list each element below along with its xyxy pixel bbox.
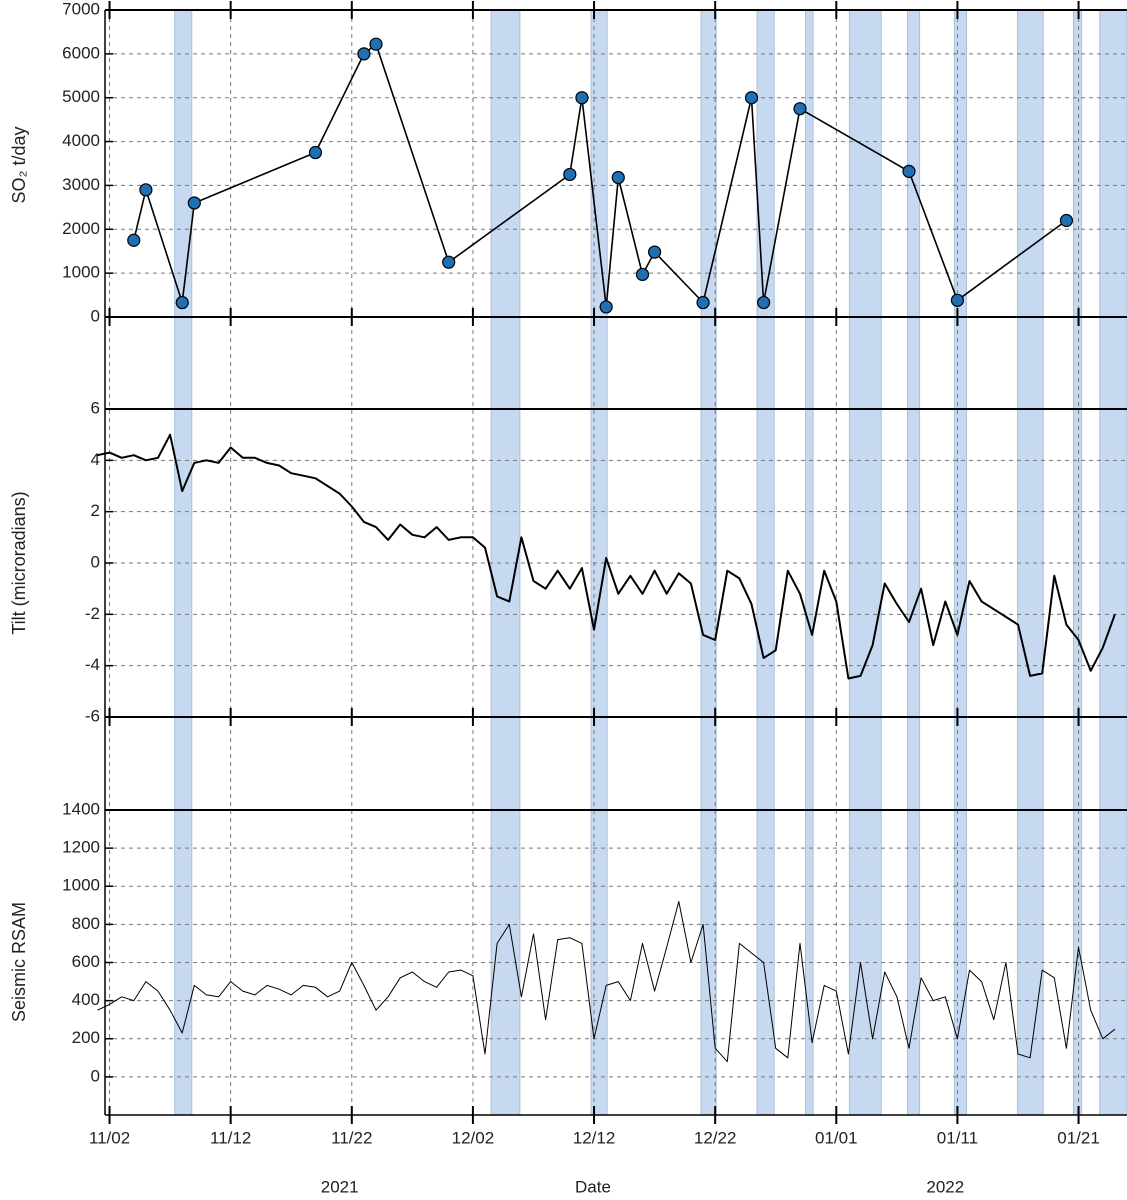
x-tick-label: 11/22 [331, 1128, 372, 1147]
y-tick-label: 200 [72, 1028, 100, 1047]
data-point [127, 233, 141, 247]
y-tick-label: 0 [91, 552, 100, 571]
x-tick-label: 12/12 [573, 1128, 616, 1147]
data-point [563, 167, 577, 182]
data-point [442, 255, 456, 269]
y-tick-label: 0 [91, 306, 100, 325]
data-point [611, 170, 625, 185]
data-line [97, 433, 1116, 680]
y-tick-label: 2 [91, 501, 100, 520]
x-tick-label: 01/21 [1057, 1128, 1100, 1147]
data-point [950, 293, 965, 307]
y-tick-label: 3000 [62, 175, 100, 194]
y-tick-label: 7000 [62, 0, 100, 18]
y-tick-label: 1000 [62, 263, 100, 282]
y-axis-label: Seismic RSAM [9, 902, 29, 1022]
y-axis-label: Tilt (microradians) [9, 491, 29, 634]
y-tick-label: 6 [91, 398, 100, 417]
data-point [1059, 213, 1074, 228]
data-point [648, 245, 662, 259]
x-tick-label: 01/01 [815, 1128, 858, 1147]
y-tick-label: 800 [72, 914, 100, 933]
y-tick-label: -2 [85, 604, 100, 623]
data-point [599, 300, 613, 314]
y-tick-label: 1000 [62, 876, 100, 895]
y-tick-label: 4 [91, 450, 100, 469]
data-point [139, 183, 153, 197]
y-tick-label: 1400 [62, 799, 100, 818]
x-axis-label: Date [575, 1177, 611, 1196]
y-axis-label: SO₂ t/day [9, 126, 29, 203]
data-point [187, 196, 201, 210]
data-point [696, 295, 710, 310]
data-point [902, 164, 916, 178]
data-line [97, 901, 1116, 1063]
year-label: 2021 [321, 1177, 359, 1196]
x-tick-label: 11/02 [89, 1128, 130, 1147]
year-label: 2022 [926, 1177, 964, 1196]
data-point [308, 145, 323, 160]
x-tick-label: 12/02 [452, 1128, 495, 1147]
data-point [635, 267, 650, 282]
x-tick-label: 12/22 [694, 1128, 737, 1147]
data-point [357, 47, 371, 61]
y-tick-label: 0 [91, 1066, 100, 1085]
y-tick-label: 5000 [62, 87, 100, 106]
data-point [575, 91, 589, 105]
data-point [744, 91, 759, 105]
y-tick-label: -6 [85, 706, 100, 725]
x-tick-label: 01/11 [937, 1128, 978, 1147]
highlight-band [1016, 9, 1044, 1116]
data-point [175, 295, 189, 310]
data-point [793, 102, 807, 116]
y-tick-label: 1200 [62, 838, 100, 857]
x-tick-label: 11/12 [210, 1128, 251, 1147]
y-tick-label: 600 [72, 952, 100, 971]
y-tick-label: 6000 [62, 43, 100, 62]
y-tick-label: 2000 [62, 219, 100, 238]
data-point [757, 295, 771, 310]
y-tick-label: 4000 [62, 131, 100, 150]
y-tick-label: 400 [72, 990, 100, 1009]
y-tick-label: -4 [85, 655, 100, 674]
data-point [369, 37, 383, 51]
